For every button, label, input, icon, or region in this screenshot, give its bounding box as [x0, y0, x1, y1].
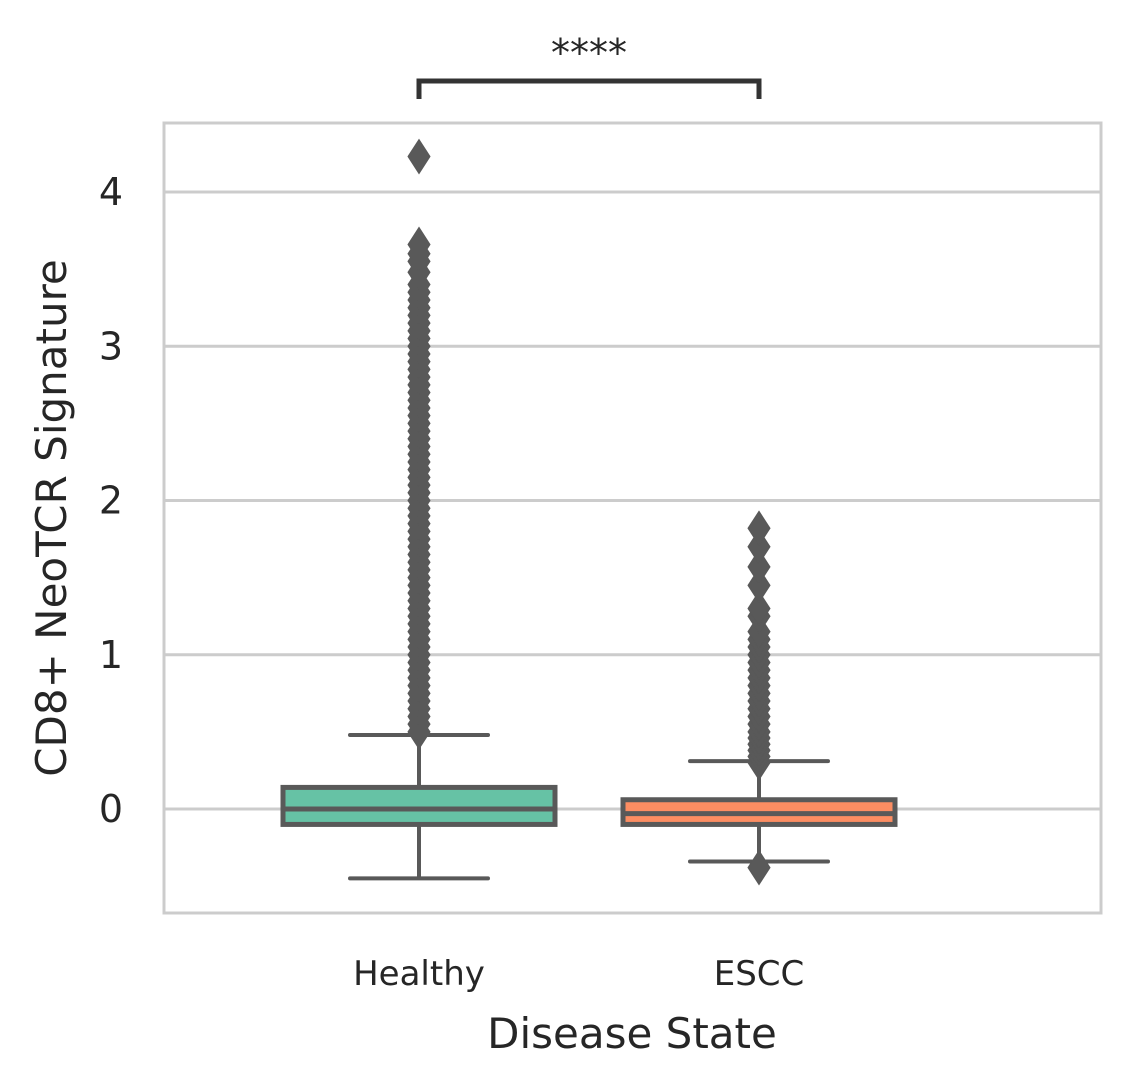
outlier-point [747, 510, 771, 547]
y-tick-label: 1 [99, 633, 123, 677]
boxes-layer [280, 138, 898, 886]
y-axis-title: CD8+ NeoTCR Signature [27, 259, 76, 777]
x-tick-label-escc: ESCC [714, 954, 805, 994]
outlier-point [407, 226, 431, 263]
significance-bracket [416, 78, 762, 99]
y-tick-label: 3 [99, 324, 123, 368]
y-tick-labels: 0 1 2 3 4 [99, 170, 123, 831]
outlier-point [747, 590, 771, 627]
outlier-point [407, 138, 431, 175]
outlier-point [747, 548, 771, 585]
box-iqr [280, 784, 558, 827]
y-tick-label: 4 [99, 170, 123, 214]
box-group-escc [620, 510, 898, 886]
x-tick-label-healthy: Healthy [353, 954, 485, 994]
y-tick-label: 0 [99, 787, 123, 831]
plot-frame [162, 121, 1103, 915]
outlier-point [747, 528, 771, 565]
outlier-point [747, 849, 771, 886]
x-tick-labels: Healthy ESCC [353, 954, 804, 994]
x-axis-title: Disease State [487, 1009, 777, 1058]
significance-annotation: **** [416, 31, 762, 99]
significance-label: **** [551, 31, 627, 75]
box-group-healthy [280, 138, 558, 881]
outlier-point [747, 567, 771, 604]
y-tick-label: 2 [99, 479, 123, 523]
y-gridlines [164, 190, 1101, 811]
